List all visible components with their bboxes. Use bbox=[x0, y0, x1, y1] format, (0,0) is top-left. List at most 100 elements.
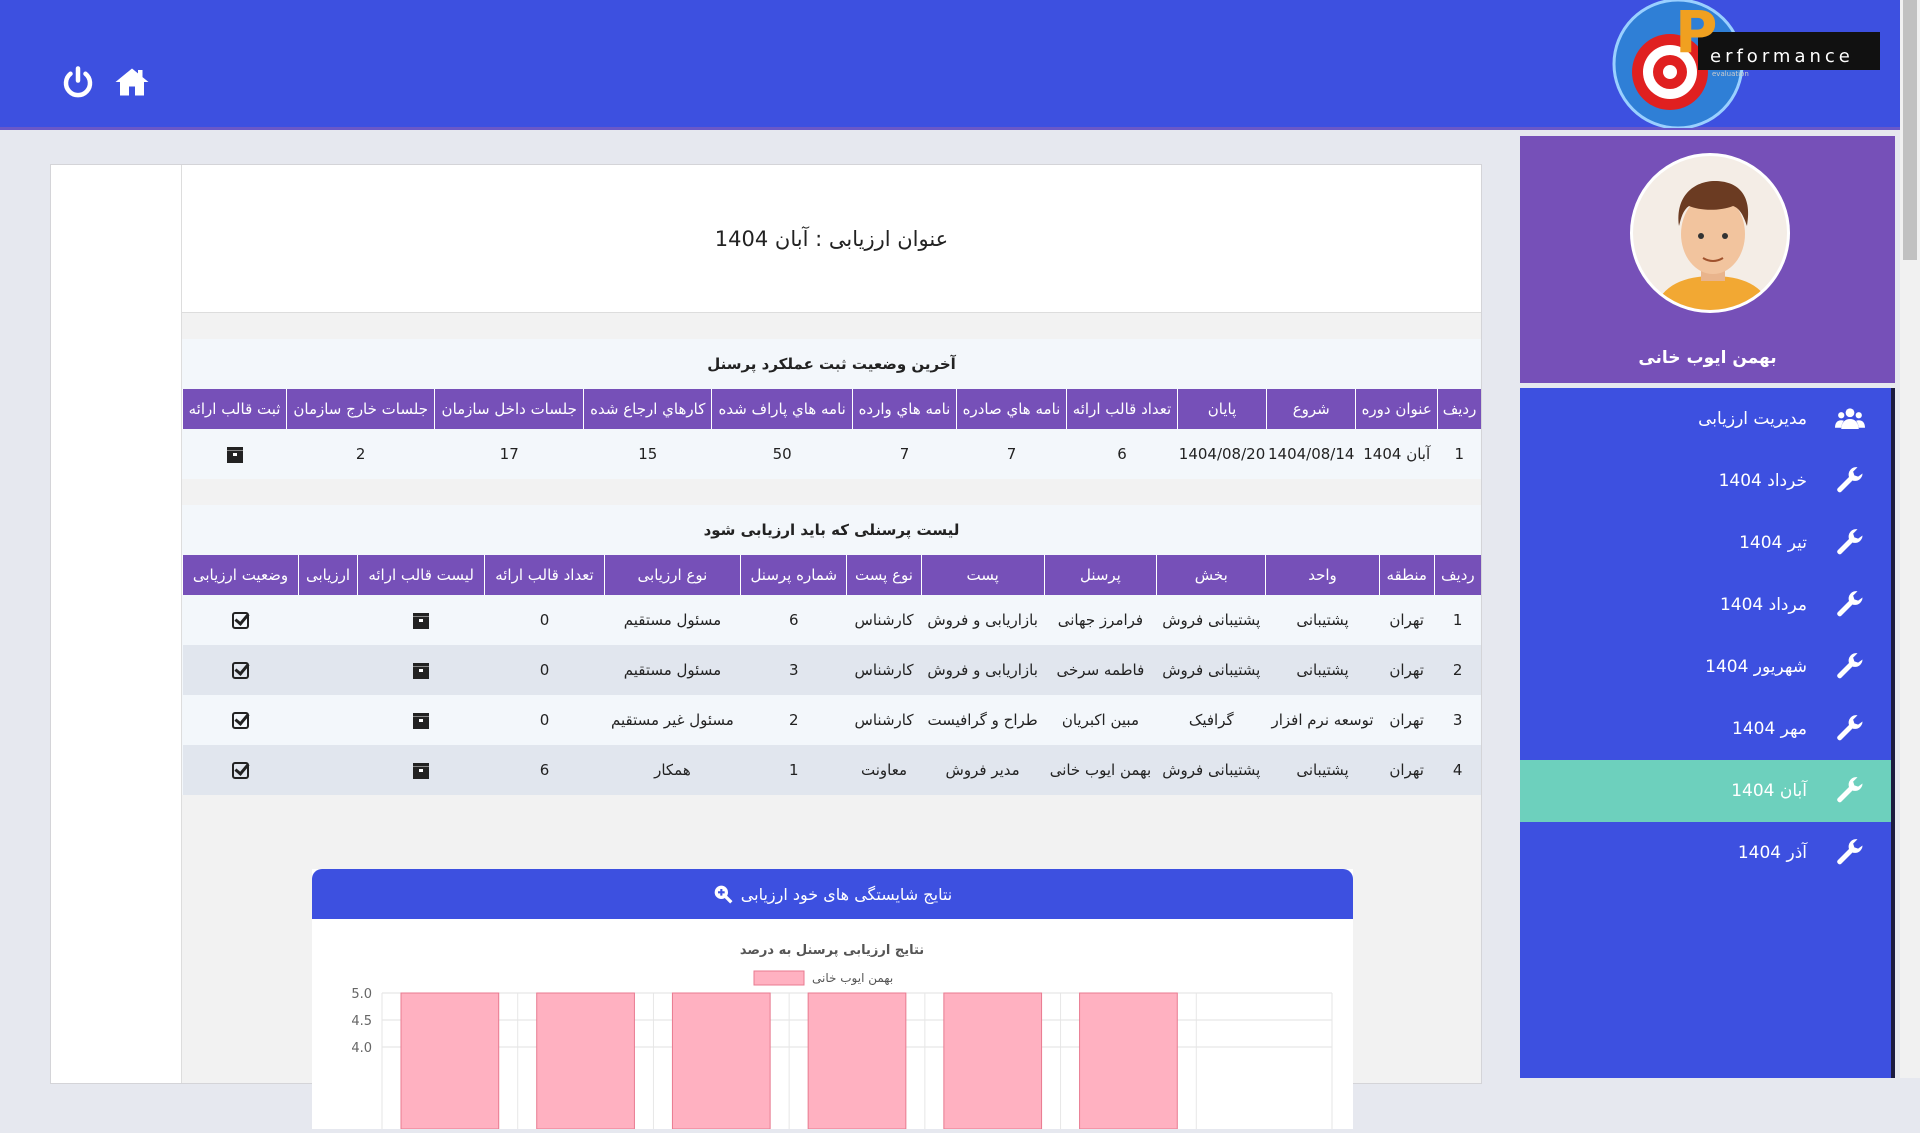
table-cell: گرافیک bbox=[1188, 711, 1234, 729]
zoom-in-icon[interactable] bbox=[713, 884, 733, 904]
table-cell: 2 bbox=[355, 445, 366, 463]
checkbox-icon[interactable] bbox=[232, 662, 249, 679]
column-header: پایان bbox=[1176, 389, 1267, 429]
archive-icon[interactable] bbox=[413, 662, 430, 679]
table-cell: تهران bbox=[1379, 645, 1435, 695]
sidebar-item-mordad-1404[interactable]: مرداد 1404 bbox=[1520, 574, 1891, 636]
table-cell: تهران bbox=[1379, 745, 1435, 795]
sidebar-item-khordad-1404[interactable]: خرداد 1404 bbox=[1520, 450, 1891, 512]
status-cell bbox=[182, 745, 299, 795]
table-cell: 1 bbox=[1454, 445, 1465, 463]
users-icon bbox=[1835, 408, 1865, 429]
sidebar-item-shahrivar-1404[interactable]: شهریور 1404 bbox=[1520, 636, 1891, 698]
archive-icon[interactable] bbox=[413, 612, 430, 629]
column-header: نامه هاي وارده bbox=[851, 389, 957, 429]
archive-icon[interactable] bbox=[226, 446, 243, 463]
column-header: پست bbox=[920, 555, 1045, 595]
table-row: 2 تهران پشتیبانی پشتیبانی فروش فاطمه سرخی باز… bbox=[182, 645, 1481, 695]
legend-swatch bbox=[753, 970, 805, 986]
table-cell: کارشناس bbox=[854, 611, 914, 629]
table-cell: 17 bbox=[499, 445, 519, 463]
sidebar-item-aban-1404[interactable]: آبان 1404 bbox=[1520, 760, 1891, 822]
template-list-cell bbox=[357, 595, 484, 645]
wrench-icon bbox=[1837, 653, 1863, 679]
svg-text:P: P bbox=[1675, 0, 1718, 66]
table-cell: کارشناس bbox=[854, 711, 914, 729]
table-cell: توسعه نرم افزار bbox=[1271, 711, 1374, 729]
sidebar-item-azar-1404[interactable]: آذر 1404 bbox=[1520, 822, 1891, 884]
status-cell bbox=[183, 695, 299, 745]
bar bbox=[671, 992, 771, 1130]
table-cell: 50 bbox=[772, 445, 792, 463]
column-header: شروع bbox=[1266, 389, 1356, 429]
page-title: عنوان ارزیابی : آبان 1404 bbox=[182, 165, 1481, 313]
table-cell: بهمن ایوب خانی bbox=[1044, 745, 1157, 795]
table-cell: 3 bbox=[1452, 711, 1463, 729]
column-header: بخش bbox=[1156, 555, 1266, 595]
table-cell: 3 bbox=[740, 645, 847, 695]
checkbox-icon[interactable] bbox=[232, 712, 249, 729]
table-cell: 15 bbox=[638, 445, 658, 463]
personnel-table: ردیف منطقه واحد بخش پرسنل پست نوع پست شماره پرس… bbox=[181, 555, 1482, 795]
scrollbar-thumb[interactable] bbox=[1903, 0, 1917, 260]
sidebar-item-mehr-1404[interactable]: مهر 1404 bbox=[1520, 698, 1891, 760]
table-cell: 6 bbox=[1117, 445, 1127, 463]
home-icon[interactable] bbox=[114, 64, 150, 100]
column-header: نوع پست bbox=[846, 555, 922, 595]
power-icon[interactable] bbox=[60, 64, 96, 100]
template-list-cell bbox=[357, 745, 485, 795]
table-row: 4 تهران پشتیبانی پشتیبانی فروش بهمن ایوب خان… bbox=[182, 745, 1481, 795]
checkbox-icon[interactable] bbox=[232, 762, 249, 779]
personnel-table-title: لیست پرسنلی که باید ارزیابی شود bbox=[703, 521, 960, 539]
sidebar-item-label: آبان 1404 bbox=[1731, 781, 1807, 801]
status-cell bbox=[182, 645, 299, 695]
wrench-icon bbox=[1837, 777, 1863, 803]
table-cell: 6 bbox=[484, 745, 605, 795]
profile-box: بهمن ایوب خانی bbox=[1520, 136, 1895, 383]
column-header: تعداد قالب ارائه bbox=[484, 555, 605, 595]
column-header: واحد bbox=[1265, 555, 1380, 595]
table-cell: معاونت bbox=[846, 745, 922, 795]
sidebar-item-evaluation-management[interactable]: مدیریت ارزیابی bbox=[1520, 388, 1891, 450]
table-cell bbox=[183, 429, 287, 479]
chart-panel: نتایج شایستگی های خود ارزیابی نتایج ارزی… bbox=[312, 869, 1353, 1130]
table-cell: 7 bbox=[899, 445, 910, 463]
column-header: منطقه bbox=[1378, 555, 1435, 595]
table-cell: پشتیبانی bbox=[1265, 745, 1380, 795]
chart-panel-header: نتایج شایستگی های خود ارزیابی bbox=[312, 869, 1353, 919]
status-table: ردیف عنوان دوره شروع پایان تعداد قالب ارائه ن… bbox=[181, 389, 1481, 479]
sidebar: بهمن ایوب خانی مدیریت ارزیابی خرداد 1404… bbox=[1520, 136, 1895, 1078]
page-scrollbar[interactable] bbox=[1900, 0, 1920, 1078]
table-cell: 1404/08/20 bbox=[1178, 445, 1266, 463]
table-cell: 4 bbox=[1434, 745, 1481, 795]
table-row: 3 تهران توسعه نرم افزار گرافیک مبین اکبریان ط… bbox=[183, 695, 1482, 745]
evaluate-cell bbox=[299, 595, 358, 645]
table-cell: مدیر فروش bbox=[921, 745, 1045, 795]
table-cell: 2 bbox=[788, 711, 799, 729]
table-cell: پشتیبانی فروش bbox=[1156, 745, 1266, 795]
bar bbox=[536, 992, 635, 1130]
column-header: نامه هاي صادره bbox=[955, 389, 1067, 429]
table-cell: بازاریابی و فروش bbox=[921, 645, 1045, 695]
table-cell: 1 bbox=[740, 745, 847, 795]
sidebar-item-label: شهریور 1404 bbox=[1705, 657, 1807, 677]
table-cell: 0 bbox=[539, 711, 550, 729]
column-header: ردیف bbox=[1437, 389, 1481, 429]
wrench-icon bbox=[1837, 715, 1863, 741]
sidebar-item-label: خرداد 1404 bbox=[1718, 471, 1807, 491]
checkbox-icon[interactable] bbox=[232, 612, 249, 629]
logo: P erformance evaluation bbox=[1600, 0, 1885, 130]
y-tick-label: 5.0 bbox=[351, 987, 372, 1002]
sidebar-item-label: مدیریت ارزیابی bbox=[1698, 409, 1807, 429]
column-header: شماره پرسنل bbox=[740, 555, 847, 595]
main-content: عنوان ارزیابی : آبان 1404 آخرین وضعیت ثب… bbox=[181, 165, 1482, 1130]
y-tick-label: 4.0 bbox=[351, 1041, 372, 1056]
chart-title: نتایج ارزیابی پرسنل به درصد bbox=[740, 943, 924, 958]
archive-icon[interactable] bbox=[413, 762, 430, 779]
table-cell: تهران bbox=[1389, 711, 1424, 729]
table-row: 1 تهران پشتیبانی پشتیبانی فروش فرامرز جهانی ب… bbox=[183, 595, 1482, 645]
table-cell: پشتیبانی فروش bbox=[1162, 611, 1261, 629]
archive-icon[interactable] bbox=[413, 712, 430, 729]
sidebar-item-tir-1404[interactable]: تیر 1404 bbox=[1520, 512, 1891, 574]
evaluate-cell bbox=[298, 745, 358, 795]
